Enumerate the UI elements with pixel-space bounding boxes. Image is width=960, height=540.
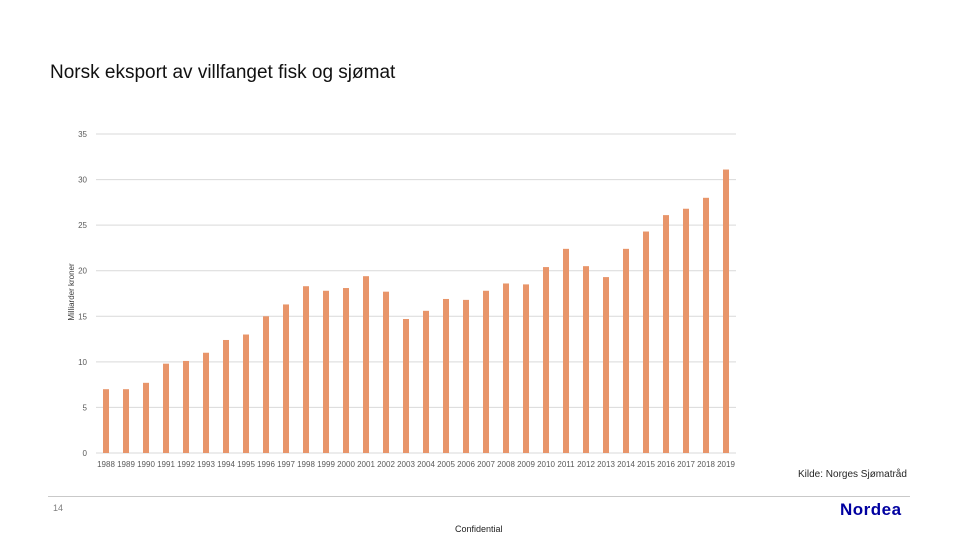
y-tick-label: 5 [83,403,88,412]
bar-2005 [443,298,449,453]
bar-1994 [223,339,229,453]
nordea-logo: Nordea [840,500,902,519]
x-tick-label: 1989 [117,460,135,469]
y-tick-label: 35 [78,130,87,139]
x-tick-label: 1998 [297,460,315,469]
x-tick-label: 2018 [697,460,715,469]
chart-title: Norsk eksport av villfanget fisk og sjøm… [50,62,396,83]
y-axis-ticks: 0 5 10 15 20 25 30 35 [78,130,87,458]
bar-1997 [283,304,289,453]
x-tick-label: 1995 [237,460,255,469]
x-tick-label: 2016 [657,460,675,469]
x-tick-label: 2009 [517,460,535,469]
x-tick-label: 1994 [217,460,235,469]
x-tick-label: 2008 [497,460,515,469]
bar-2019 [723,169,729,453]
bar-2009 [523,284,529,453]
bar-1993 [203,352,209,453]
bar-2018 [703,197,709,453]
x-tick-label: 2000 [337,460,355,469]
bar-1996 [263,316,269,453]
bar-2000 [343,288,349,453]
x-tick-label: 1990 [137,460,155,469]
x-tick-label: 1988 [97,460,115,469]
x-tick-label: 1993 [197,460,215,469]
x-tick-label: 1997 [277,460,295,469]
y-tick-label: 0 [83,449,88,458]
bar-2003 [403,319,409,453]
x-tick-label: 2003 [397,460,415,469]
y-axis-label: Milliarder kroner [67,263,76,321]
bars [103,169,729,453]
x-tick-label: 2013 [597,460,615,469]
x-tick-label: 2001 [357,460,375,469]
x-tick-label: 2017 [677,460,695,469]
bar-1988 [103,389,109,453]
x-tick-label: 2004 [417,460,435,469]
y-tick-label: 25 [78,221,87,230]
x-tick-label: 2014 [617,460,635,469]
bar-2012 [583,266,589,453]
bar-1992 [183,360,189,453]
x-tick-label: 1999 [317,460,335,469]
y-tick-label: 15 [78,312,87,321]
y-tick-label: 10 [78,358,87,367]
bar-1990 [143,382,149,453]
x-tick-label: 2010 [537,460,555,469]
y-tick-label: 20 [78,267,87,276]
x-tick-label: 2015 [637,460,655,469]
bar-2001 [363,276,369,453]
x-tick-label: 1991 [157,460,175,469]
source-note: Kilde: Norges Sjømatråd [798,469,907,480]
x-tick-label: 2002 [377,460,395,469]
x-tick-label: 2007 [477,460,495,469]
bar-2015 [643,231,649,453]
bar-2013 [603,277,609,453]
x-tick-label: 2011 [557,460,575,469]
confidential-label: Confidential [455,524,503,534]
bar-1999 [323,290,329,453]
bar-2006 [463,299,469,453]
bar-2007 [483,290,489,453]
bar-2004 [423,310,429,453]
x-tick-label: 2005 [437,460,455,469]
bar-1998 [303,286,309,453]
y-tick-label: 30 [78,176,87,185]
bar-2010 [543,267,549,453]
x-tick-label: 1996 [257,460,275,469]
x-axis-ticks: 1988 1989 1990 1991 1992 1993 1994 1995 1996 1997… [97,460,735,469]
bar-2017 [683,208,689,453]
bar-2011 [563,248,569,453]
bar-1991 [163,363,169,453]
page-number: 14 [53,503,64,513]
bar-1989 [123,389,129,453]
x-tick-label: 2006 [457,460,475,469]
bar-2008 [503,283,509,453]
gridlines [96,133,736,454]
x-tick-label: 2012 [577,460,595,469]
x-tick-label: 1992 [177,460,195,469]
bar-1995 [243,334,249,453]
x-tick-label: 2019 [717,460,735,469]
footer-divider [48,496,910,497]
bar-2014 [623,248,629,453]
bar-2016 [663,215,669,453]
bar-2002 [383,291,389,453]
